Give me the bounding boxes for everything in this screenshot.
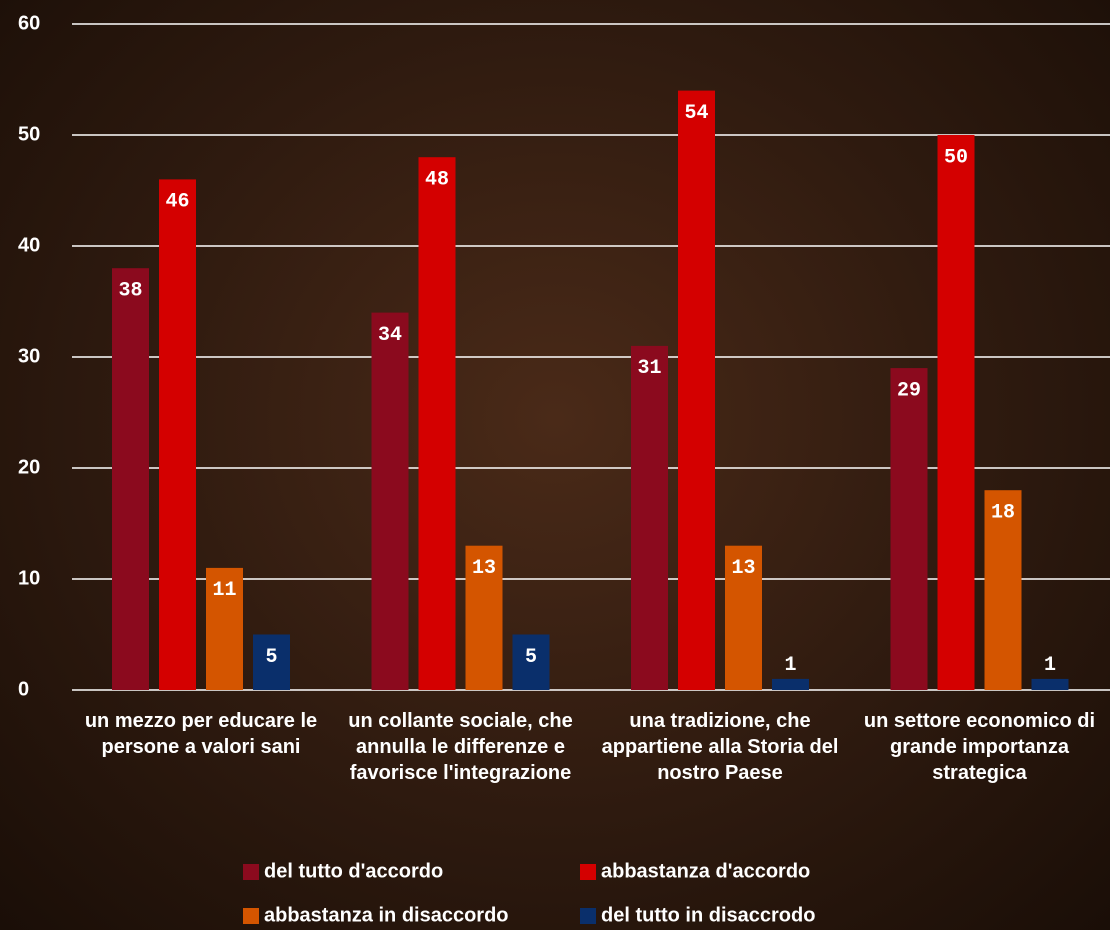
y-tick-label: 0 [18,678,29,700]
bar [891,368,928,690]
data-label: 1 [1044,654,1056,677]
data-label: 11 [212,579,236,602]
x-tick-label: un mezzo per educare le persone a valori… [76,708,326,760]
legend-swatch [580,908,596,924]
bar [419,157,456,690]
bar [112,268,149,690]
data-label: 50 [944,146,968,169]
y-tick-label: 60 [18,12,40,34]
data-label: 1 [784,654,796,677]
y-tick-label: 40 [18,234,40,256]
y-tick-label: 20 [18,456,40,478]
bar [772,679,809,690]
y-tick-label: 10 [18,567,40,589]
legend-swatch [243,908,259,924]
data-label: 5 [265,646,277,669]
legend-label: del tutto d'accordo [264,860,443,882]
legend-label: abbastanza in disaccordo [264,904,509,926]
x-tick-label: una tradizione, che appartiene alla Stor… [595,708,845,786]
bar [372,313,409,690]
chart-area: 0 10 20 30 40 50 60 38 46 11 5 34 48 13 5 31 54 13 1 29 50 18… [0,0,1110,930]
bar [678,91,715,690]
bar [631,346,668,690]
legend-label: abbastanza d'accordo [601,860,810,882]
data-label: 5 [525,646,537,669]
x-tick-label: un settore economico di grande importanz… [855,708,1105,786]
data-label: 13 [731,557,755,580]
legend-label: del tutto in disaccrodo [601,904,815,926]
y-tick-label: 50 [18,123,40,145]
data-label: 18 [991,501,1015,524]
x-tick-label: un collante sociale, che annulla le diff… [336,708,586,786]
bar [1032,679,1069,690]
data-label: 38 [118,279,142,302]
legend-swatch [580,864,596,880]
data-label: 46 [165,191,189,214]
bar [938,135,975,690]
legend-swatch [243,864,259,880]
data-label: 31 [637,357,661,380]
bar [159,179,196,690]
y-tick-label: 30 [18,345,40,367]
data-label: 34 [378,324,402,347]
data-label: 29 [897,379,921,402]
data-label: 13 [472,557,496,580]
data-label: 54 [684,102,708,125]
chart: 0 10 20 30 40 50 60 38 46 11 5 34 48 13 5 31 54 13 1 29 50 18… [0,0,1110,930]
data-label: 48 [425,168,449,191]
